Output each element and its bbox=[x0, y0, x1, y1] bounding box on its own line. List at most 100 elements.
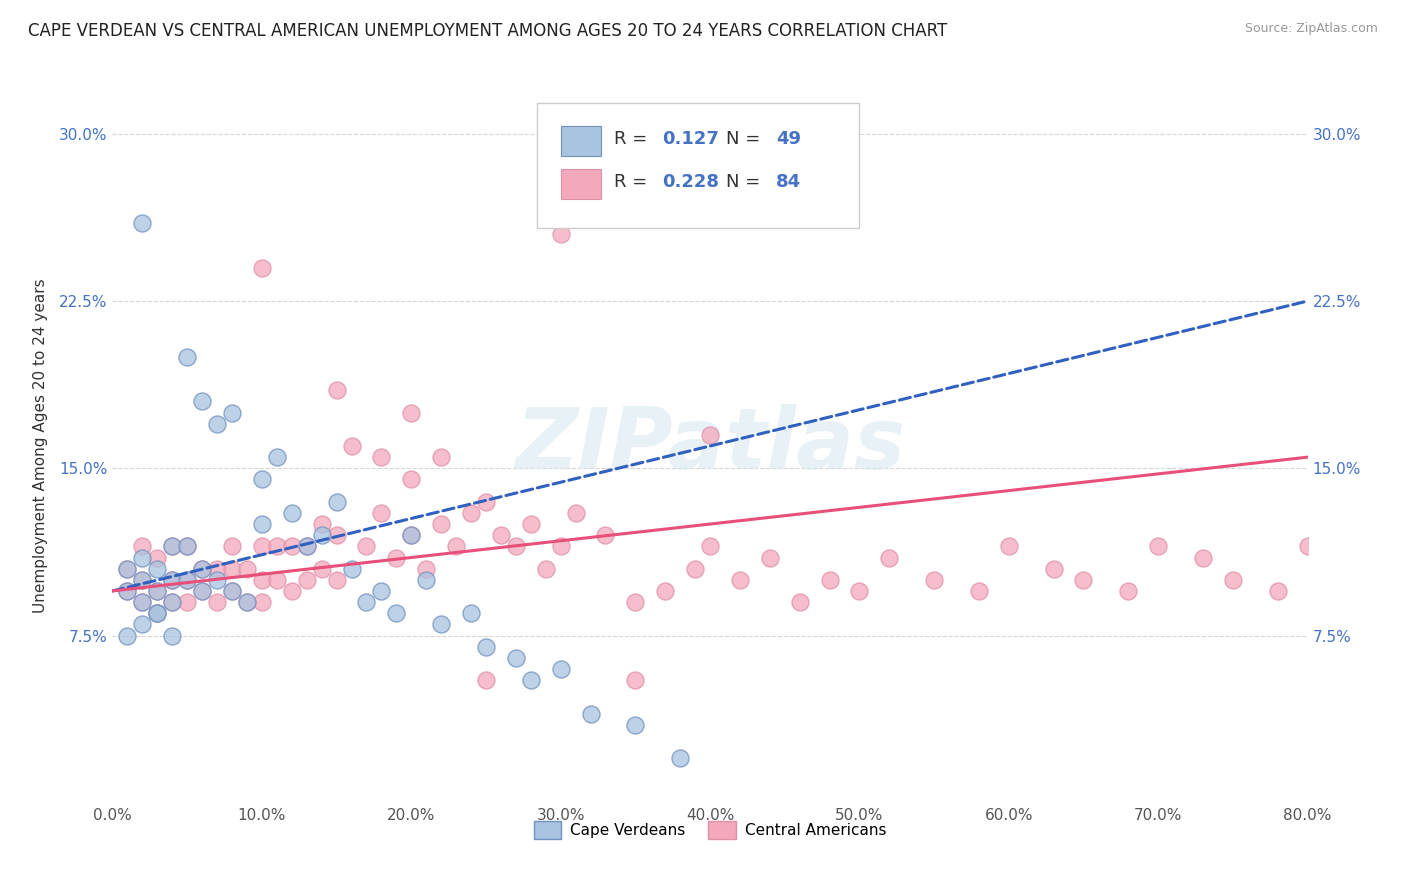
Text: Source: ZipAtlas.com: Source: ZipAtlas.com bbox=[1244, 22, 1378, 36]
Point bbox=[534, 562, 557, 576]
Point bbox=[117, 583, 139, 598]
Point bbox=[176, 573, 198, 587]
Point bbox=[728, 573, 751, 587]
Text: ZIPatlas: ZIPatlas bbox=[515, 404, 905, 488]
Point bbox=[221, 405, 243, 419]
Point bbox=[340, 439, 363, 453]
Point bbox=[789, 595, 811, 609]
Point bbox=[146, 562, 169, 576]
Point bbox=[236, 595, 259, 609]
Point bbox=[250, 595, 273, 609]
Point bbox=[505, 651, 527, 665]
Point bbox=[325, 573, 347, 587]
Point bbox=[520, 673, 543, 687]
Point bbox=[266, 450, 288, 464]
Point bbox=[415, 573, 437, 587]
Point bbox=[146, 607, 169, 621]
Point bbox=[1267, 583, 1289, 598]
Point bbox=[489, 528, 512, 542]
Point bbox=[683, 562, 706, 576]
Y-axis label: Unemployment Among Ages 20 to 24 years: Unemployment Among Ages 20 to 24 years bbox=[32, 278, 48, 614]
Point bbox=[250, 260, 273, 275]
Point bbox=[624, 673, 647, 687]
Point bbox=[564, 506, 586, 520]
Point bbox=[176, 595, 198, 609]
Point bbox=[624, 595, 647, 609]
Point bbox=[595, 528, 617, 542]
Point bbox=[250, 573, 273, 587]
Point bbox=[385, 550, 408, 565]
Point bbox=[221, 562, 243, 576]
Point bbox=[430, 516, 453, 531]
Point bbox=[311, 516, 333, 531]
Point bbox=[117, 583, 139, 598]
Point bbox=[401, 528, 423, 542]
Point bbox=[848, 583, 870, 598]
Point bbox=[221, 583, 243, 598]
Point bbox=[176, 350, 198, 364]
Text: R =: R = bbox=[614, 173, 654, 191]
Point bbox=[444, 539, 467, 553]
Point bbox=[176, 539, 198, 553]
Point bbox=[401, 405, 423, 419]
Point bbox=[295, 573, 318, 587]
Point bbox=[967, 583, 990, 598]
Point bbox=[191, 562, 214, 576]
Point bbox=[162, 595, 183, 609]
Point bbox=[340, 562, 363, 576]
Point bbox=[117, 562, 139, 576]
Point bbox=[311, 528, 333, 542]
Point bbox=[131, 550, 153, 565]
Point bbox=[699, 427, 721, 442]
Point bbox=[266, 573, 288, 587]
Point bbox=[295, 539, 318, 553]
Point bbox=[176, 573, 198, 587]
Point bbox=[146, 583, 169, 598]
Point bbox=[146, 607, 169, 621]
Point bbox=[221, 539, 243, 553]
Point bbox=[281, 506, 304, 520]
Point bbox=[1222, 573, 1244, 587]
Point bbox=[669, 751, 692, 765]
Point bbox=[162, 595, 183, 609]
Point bbox=[250, 516, 273, 531]
Point bbox=[818, 573, 841, 587]
Text: 0.127: 0.127 bbox=[662, 130, 718, 148]
Point bbox=[250, 539, 273, 553]
Point bbox=[205, 595, 228, 609]
Point bbox=[191, 394, 214, 409]
Point bbox=[460, 506, 482, 520]
Point bbox=[221, 583, 243, 598]
Point bbox=[550, 227, 572, 241]
Point bbox=[162, 573, 183, 587]
Point bbox=[520, 516, 543, 531]
Point bbox=[162, 539, 183, 553]
FancyBboxPatch shape bbox=[537, 103, 859, 228]
Point bbox=[205, 562, 228, 576]
Point bbox=[699, 539, 721, 553]
Point bbox=[162, 628, 183, 642]
Point bbox=[325, 384, 347, 398]
Point bbox=[131, 216, 153, 230]
Point bbox=[356, 539, 378, 553]
Point bbox=[550, 662, 572, 676]
Point bbox=[998, 539, 1021, 553]
Point bbox=[430, 450, 453, 464]
FancyBboxPatch shape bbox=[561, 169, 602, 199]
Point bbox=[475, 494, 498, 508]
Point bbox=[1192, 550, 1215, 565]
Point bbox=[236, 595, 259, 609]
Text: 0.228: 0.228 bbox=[662, 173, 720, 191]
Point bbox=[415, 562, 437, 576]
Point bbox=[505, 539, 527, 553]
Point bbox=[1073, 573, 1095, 587]
Point bbox=[117, 562, 139, 576]
Point bbox=[922, 573, 945, 587]
Point bbox=[250, 473, 273, 487]
Point bbox=[385, 607, 408, 621]
Point bbox=[176, 539, 198, 553]
Legend: Cape Verdeans, Central Americans: Cape Verdeans, Central Americans bbox=[527, 815, 893, 845]
Point bbox=[759, 550, 782, 565]
Point bbox=[624, 717, 647, 731]
Point bbox=[325, 494, 347, 508]
